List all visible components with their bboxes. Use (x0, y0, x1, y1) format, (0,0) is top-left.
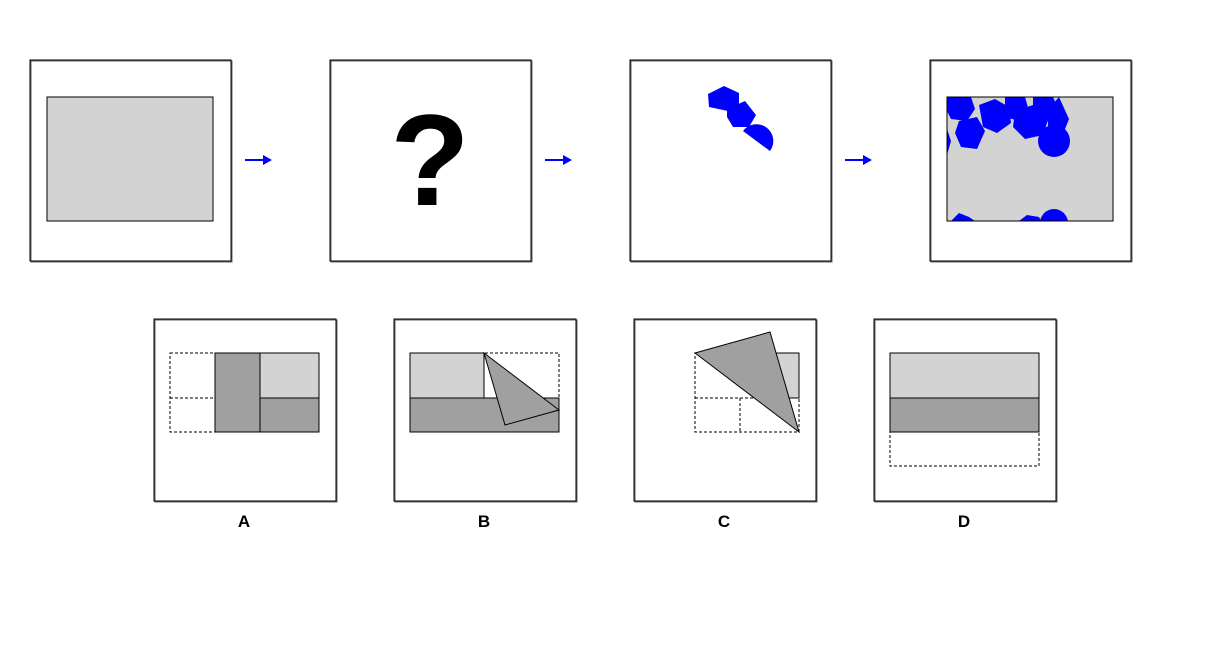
sequence-panel-1 (29, 59, 233, 263)
sequence-panel-3 (629, 59, 833, 263)
option-c-label: C (717, 512, 731, 531)
right-arrow-icon (545, 155, 572, 165)
sequence-panel-4 (929, 59, 1133, 263)
right-arrow-icon (245, 155, 272, 165)
right-arrow-icon (845, 155, 872, 165)
option-b-label: B (477, 512, 491, 531)
option-d-label: D (957, 512, 971, 531)
option-b-panel[interactable] (393, 318, 578, 503)
option-d-panel[interactable] (873, 318, 1058, 503)
gray-sheet (46, 96, 214, 222)
blue-cutout-shapes (708, 86, 774, 151)
option-a-panel[interactable] (153, 318, 338, 503)
option-c-panel[interactable] (633, 318, 818, 503)
blue-holes (947, 97, 1070, 221)
option-a-label: A (237, 512, 251, 531)
sequence-panel-2 (329, 59, 533, 263)
